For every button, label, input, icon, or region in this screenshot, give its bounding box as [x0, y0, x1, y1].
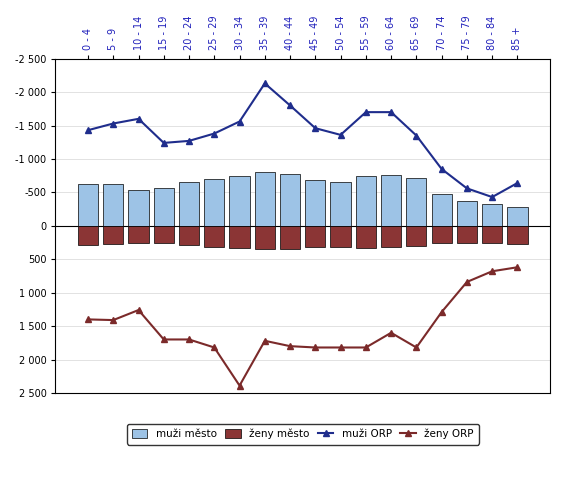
ženy ORP — [363, 344, 370, 350]
Bar — [507, 226, 528, 244]
ženy ORP — [135, 307, 142, 313]
Bar — [78, 226, 98, 244]
Line: muži ORP: muži ORP — [85, 81, 520, 200]
Bar — [507, 207, 528, 226]
Bar — [103, 184, 123, 226]
Bar — [305, 180, 325, 226]
Bar — [229, 226, 250, 248]
Bar — [179, 181, 199, 226]
Bar — [331, 226, 351, 246]
muži ORP — [438, 166, 445, 172]
muži ORP — [85, 127, 92, 133]
Bar — [457, 226, 477, 243]
Bar — [280, 174, 300, 226]
ženy ORP — [160, 337, 167, 343]
Bar — [482, 226, 502, 242]
Bar — [457, 201, 477, 226]
ženy ORP — [514, 264, 521, 270]
Bar — [128, 190, 149, 226]
muži ORP — [413, 133, 420, 139]
Bar — [154, 226, 174, 243]
muži ORP — [110, 120, 116, 127]
Bar — [78, 184, 98, 226]
ženy ORP — [438, 309, 445, 315]
ženy ORP — [337, 344, 344, 350]
Bar — [103, 226, 123, 244]
Bar — [432, 194, 452, 226]
ženy ORP — [413, 344, 420, 350]
ženy ORP — [236, 383, 243, 389]
Bar — [204, 226, 224, 246]
Bar — [154, 188, 174, 226]
ženy ORP — [262, 338, 268, 344]
Bar — [356, 176, 376, 226]
muži ORP — [286, 102, 293, 108]
Bar — [331, 181, 351, 226]
Bar — [229, 176, 250, 226]
ženy ORP — [110, 317, 116, 323]
muži ORP — [312, 125, 319, 131]
Legend: muži město, ženy město, muži ORP, ženy ORP: muži město, ženy město, muži ORP, ženy O… — [127, 424, 479, 445]
muži ORP — [211, 131, 218, 137]
ženy ORP — [388, 330, 394, 336]
Bar — [381, 226, 401, 246]
ženy ORP — [463, 279, 470, 285]
Bar — [381, 175, 401, 226]
muži ORP — [463, 185, 470, 192]
Bar — [432, 226, 452, 242]
ženy ORP — [85, 317, 92, 323]
Bar — [179, 226, 199, 245]
Bar — [204, 179, 224, 226]
muži ORP — [262, 80, 268, 86]
Bar — [482, 205, 502, 226]
muži ORP — [186, 138, 193, 144]
Bar — [406, 226, 427, 246]
Bar — [255, 172, 275, 226]
muži ORP — [337, 132, 344, 138]
muži ORP — [363, 109, 370, 115]
Bar — [255, 226, 275, 249]
Bar — [280, 226, 300, 248]
ženy ORP — [211, 344, 218, 350]
muži ORP — [160, 140, 167, 146]
ženy ORP — [489, 268, 496, 274]
Bar — [406, 178, 427, 226]
Line: ženy ORP: ženy ORP — [85, 265, 520, 389]
muži ORP — [236, 118, 243, 124]
ženy ORP — [186, 337, 193, 343]
Bar — [305, 226, 325, 246]
muži ORP — [489, 194, 496, 200]
ženy ORP — [312, 344, 319, 350]
Bar — [128, 226, 149, 242]
ženy ORP — [286, 343, 293, 349]
muži ORP — [514, 180, 521, 186]
Bar — [356, 226, 376, 248]
muži ORP — [135, 116, 142, 122]
muži ORP — [388, 109, 394, 115]
